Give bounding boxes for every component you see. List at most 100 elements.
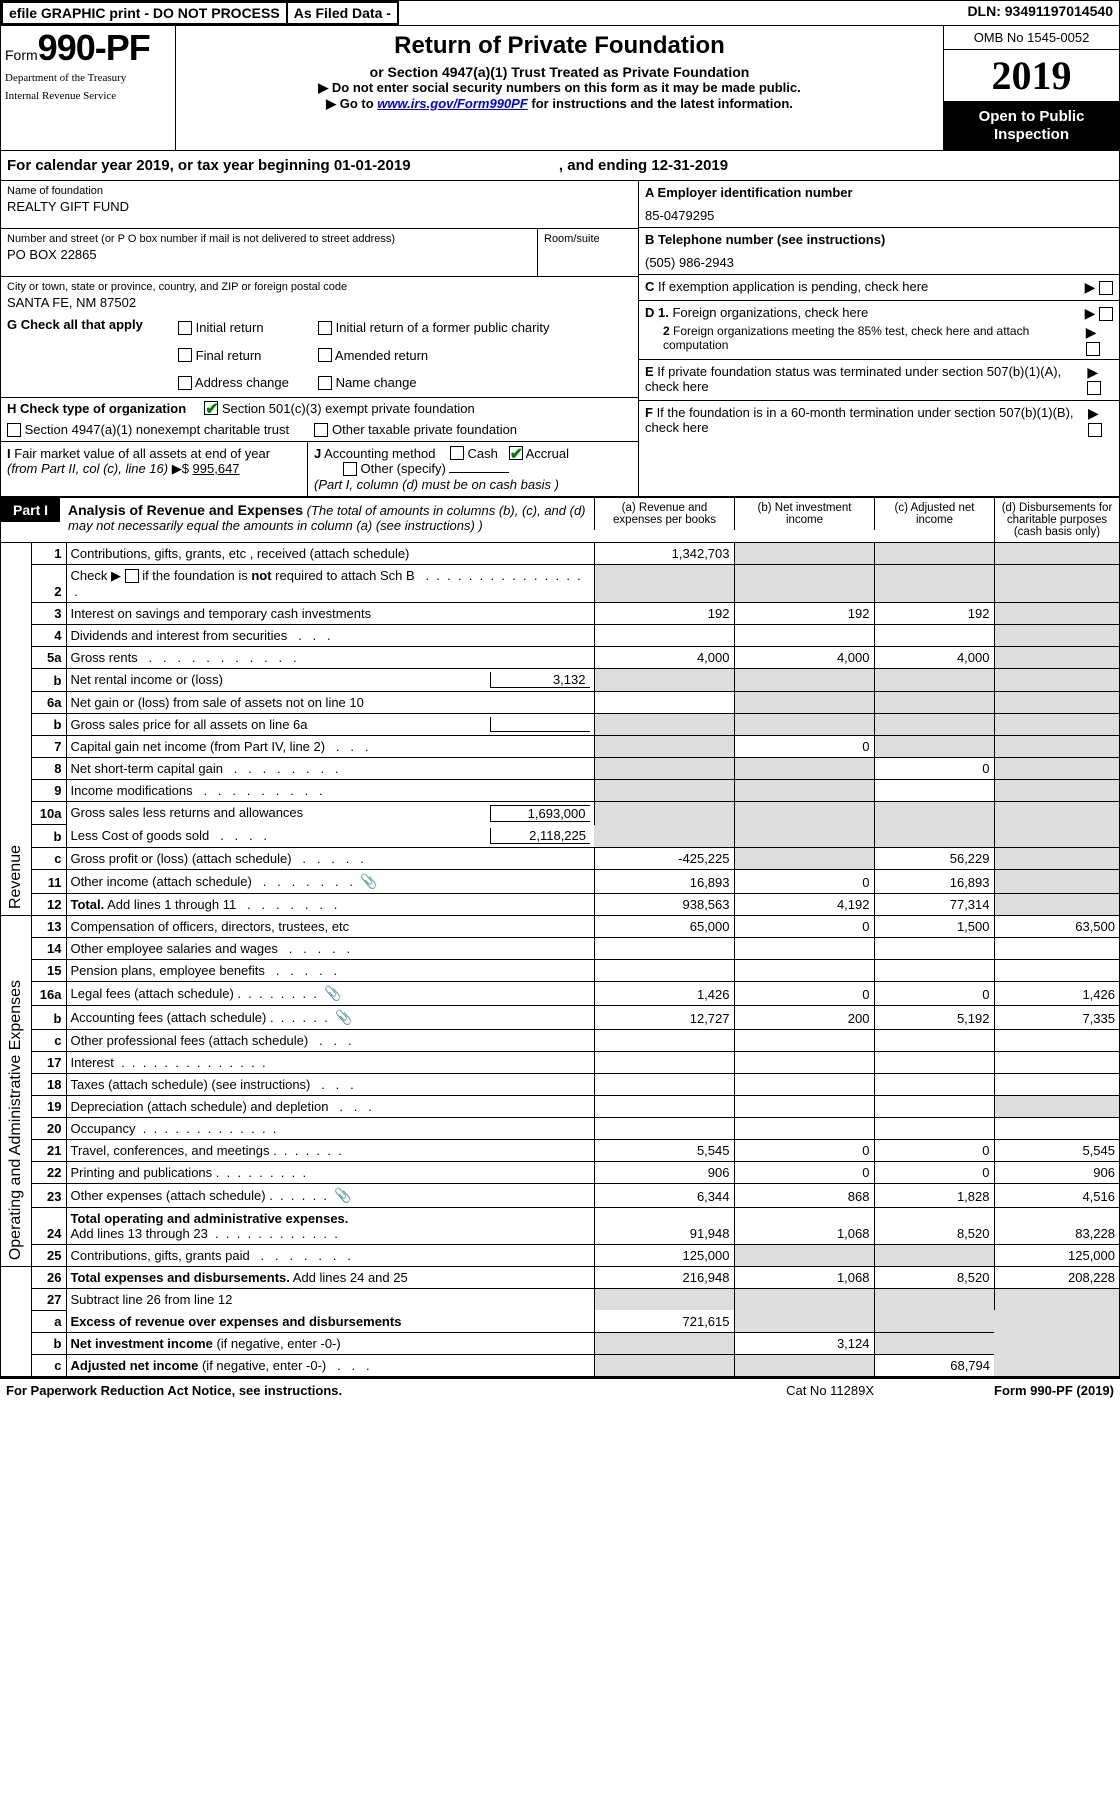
col-a-header: (a) Revenue and expenses per books <box>594 498 734 530</box>
table-row: 24Total operating and administrative exp… <box>1 1207 1119 1244</box>
table-row: 15Pension plans, employee benefits . . .… <box>1 959 1119 981</box>
table-row: Revenue 1Contributions, gifts, grants, e… <box>1 543 1119 565</box>
table-row: 25Contributions, gifts, grants paid . . … <box>1 1244 1119 1266</box>
header-left: Form990-PF Department of the Treasury In… <box>1 26 176 150</box>
table-row: 20Occupancy . . . . . . . . . . . . . <box>1 1117 1119 1139</box>
table-row: 7Capital gain net income (from Part IV, … <box>1 735 1119 757</box>
calendar-year-row: For calendar year 2019, or tax year begi… <box>1 151 1119 181</box>
open-inspection: Open to Public Inspection <box>944 102 1119 150</box>
form-prefix: Form <box>5 47 38 63</box>
table-row: 11Other income (attach schedule) . . . .… <box>1 869 1119 893</box>
section-e: E If private foundation status was termi… <box>639 360 1119 402</box>
4947a1-checkbox[interactable] <box>7 423 21 437</box>
irs-link[interactable]: www.irs.gov/Form990PF <box>377 96 528 111</box>
table-row: 19Depreciation (attach schedule) and dep… <box>1 1095 1119 1117</box>
ein-cell: A Employer identification number 85-0479… <box>639 181 1119 228</box>
header-right: OMB No 1545-0052 2019 Open to Public Ins… <box>944 26 1119 150</box>
final-return-checkbox[interactable] <box>178 348 192 362</box>
dln: DLN: 93491197014540 <box>961 1 1119 25</box>
instr-pre: ▶ Go to <box>326 96 377 111</box>
ein: 85-0479295 <box>645 208 1113 223</box>
schb-checkbox[interactable] <box>125 569 139 583</box>
table-row: bNet investment income (if negative, ent… <box>1 1332 1119 1354</box>
name-change-checkbox[interactable] <box>318 376 332 390</box>
address-change-checkbox[interactable] <box>178 376 192 390</box>
col-b-header: (b) Net investment income <box>734 498 874 530</box>
table-row: 21Travel, conferences, and meetings . . … <box>1 1139 1119 1161</box>
table-row: 8Net short-term capital gain . . . . . .… <box>1 757 1119 779</box>
cash-checkbox[interactable] <box>450 446 464 460</box>
phone: (505) 986-2943 <box>645 255 1113 270</box>
table-row: 23Other expenses (attach schedule) . . .… <box>1 1183 1119 1207</box>
table-row: cGross profit or (loss) (attach schedule… <box>1 847 1119 869</box>
attachment-icon[interactable]: 📎 <box>360 873 377 890</box>
fmv-value: 995,647 <box>193 461 240 476</box>
section-d: D 1. Foreign organizations, check here ▶… <box>639 301 1119 360</box>
catalog-number: Cat No 11289X <box>786 1383 874 1398</box>
foundation-name-cell: Name of foundation REALTY GIFT FUND <box>1 181 638 229</box>
table-row: bNet rental income or (loss)3,132 <box>1 668 1119 691</box>
table-row: 14Other employee salaries and wages . . … <box>1 937 1119 959</box>
col-c-header: (c) Adjusted net income <box>874 498 994 530</box>
terminated-a-checkbox[interactable] <box>1087 381 1101 395</box>
501c3-checkbox[interactable] <box>204 401 218 415</box>
initial-return-checkbox[interactable] <box>178 321 192 335</box>
accrual-checkbox[interactable] <box>509 446 523 460</box>
part1-table: Revenue 1Contributions, gifts, grants, e… <box>1 543 1119 1376</box>
header-center: Return of Private Foundation or Section … <box>176 26 944 150</box>
section-i-j: I Fair market value of all assets at end… <box>1 442 638 496</box>
terminated-b-checkbox[interactable] <box>1088 423 1102 437</box>
section-h-1: H Check type of organization Section 501… <box>1 398 638 420</box>
initial-former-checkbox[interactable] <box>318 321 332 335</box>
table-row: 5aGross rents . . . . . . . . . . .4,000… <box>1 646 1119 668</box>
attachment-icon[interactable]: 📎 <box>335 1009 352 1026</box>
table-row: 16aLegal fees (attach schedule) . . . . … <box>1 981 1119 1005</box>
table-row: bAccounting fees (attach schedule) . . .… <box>1 1005 1119 1029</box>
revenue-label: Revenue <box>7 845 25 909</box>
page-footer: For Paperwork Reduction Act Notice, see … <box>0 1377 1120 1402</box>
expenses-label: Operating and Administrative Expenses <box>7 980 25 1260</box>
table-row: 12Total. Add lines 1 through 11 . . . . … <box>1 893 1119 915</box>
table-row: 6aNet gain or (loss) from sale of assets… <box>1 691 1119 713</box>
city: SANTA FE, NM 87502 <box>7 295 632 310</box>
table-row: 2Check ▶ if the foundation is not requir… <box>1 564 1119 602</box>
form-container: efile GRAPHIC print - DO NOT PROCESS As … <box>0 0 1120 1377</box>
foundation-name: REALTY GIFT FUND <box>7 199 632 214</box>
amended-return-checkbox[interactable] <box>318 348 332 362</box>
room-label: Room/suite <box>544 233 632 245</box>
table-row: 18Taxes (attach schedule) (see instructi… <box>1 1073 1119 1095</box>
instr-ssn: ▶ Do not enter social security numbers o… <box>186 80 933 96</box>
form-header: Form990-PF Department of the Treasury In… <box>1 26 1119 151</box>
dept-treasury: Department of the Treasury <box>5 72 171 84</box>
table-row: 27Subtract line 26 from line 12 <box>1 1288 1119 1310</box>
foreign-org-checkbox[interactable] <box>1099 307 1113 321</box>
tax-year: 2019 <box>944 50 1119 102</box>
omb-number: OMB No 1545-0052 <box>944 26 1119 50</box>
asfiled-label: As Filed Data - <box>288 1 399 25</box>
form-number: 990-PF <box>38 27 150 68</box>
other-taxable-checkbox[interactable] <box>314 423 328 437</box>
table-row: aExcess of revenue over expenses and dis… <box>1 1310 1119 1332</box>
section-c: C If exemption application is pending, c… <box>639 275 1119 301</box>
instr-link-row: ▶ Go to www.irs.gov/Form990PF for instru… <box>186 96 933 112</box>
col-d-header: (d) Disbursements for charitable purpose… <box>994 498 1119 542</box>
foreign-85-checkbox[interactable] <box>1086 342 1100 356</box>
table-row: 17Interest . . . . . . . . . . . . . . <box>1 1051 1119 1073</box>
section-h-2: Section 4947(a)(1) nonexempt charitable … <box>1 419 638 442</box>
table-row: Operating and Administrative Expenses 13… <box>1 915 1119 937</box>
table-row: 3Interest on savings and temporary cash … <box>1 602 1119 624</box>
fmv-label: I <box>7 446 11 461</box>
attachment-icon[interactable]: 📎 <box>324 985 341 1002</box>
identity-grid: Name of foundation REALTY GIFT FUND Numb… <box>1 181 1119 496</box>
form-subtitle: or Section 4947(a)(1) Trust Treated as P… <box>186 64 933 80</box>
exemption-pending-checkbox[interactable] <box>1099 281 1113 295</box>
attachment-icon[interactable]: 📎 <box>334 1187 351 1204</box>
table-row: bGross sales price for all assets on lin… <box>1 713 1119 735</box>
street: PO BOX 22865 <box>7 247 531 262</box>
table-row: cOther professional fees (attach schedul… <box>1 1029 1119 1051</box>
form-ref: Form 990-PF (2019) <box>994 1383 1114 1398</box>
part1-header: Part I Analysis of Revenue and Expenses … <box>1 496 1119 543</box>
efile-notice: efile GRAPHIC print - DO NOT PROCESS <box>1 1 288 25</box>
other-method-checkbox[interactable] <box>343 462 357 476</box>
table-row: 4Dividends and interest from securities … <box>1 624 1119 646</box>
